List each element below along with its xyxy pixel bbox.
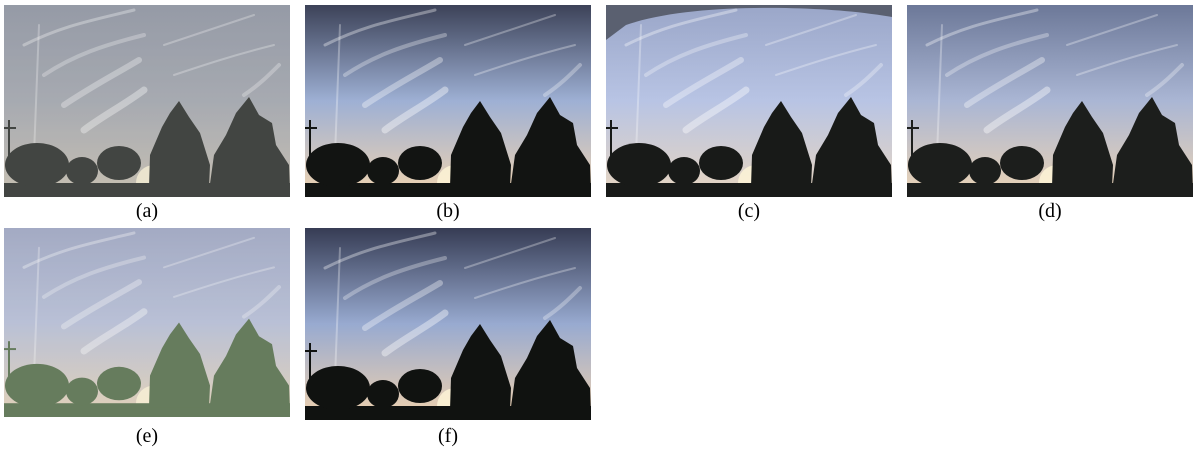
haze	[4, 228, 290, 417]
photo	[4, 228, 290, 417]
photo	[606, 5, 892, 197]
panel: (c)	[606, 5, 892, 226]
panel: (f)	[305, 228, 591, 451]
panel: (e)	[4, 228, 290, 451]
photo	[305, 228, 591, 420]
panel: (b)	[305, 5, 591, 226]
photo	[4, 5, 290, 197]
caption: (b)	[305, 200, 591, 223]
caption: (a)	[4, 200, 290, 223]
caption: (d)	[907, 200, 1193, 223]
panel: (d)	[907, 5, 1193, 226]
photo	[907, 5, 1193, 197]
haze	[4, 5, 290, 197]
photo	[305, 5, 591, 197]
caption: (f)	[305, 425, 591, 448]
figure: (a) (b) (c) (d) (e) (f)	[0, 0, 1193, 451]
panel: (a)	[4, 5, 290, 226]
caption: (e)	[4, 425, 290, 448]
caption: (c)	[606, 200, 892, 223]
